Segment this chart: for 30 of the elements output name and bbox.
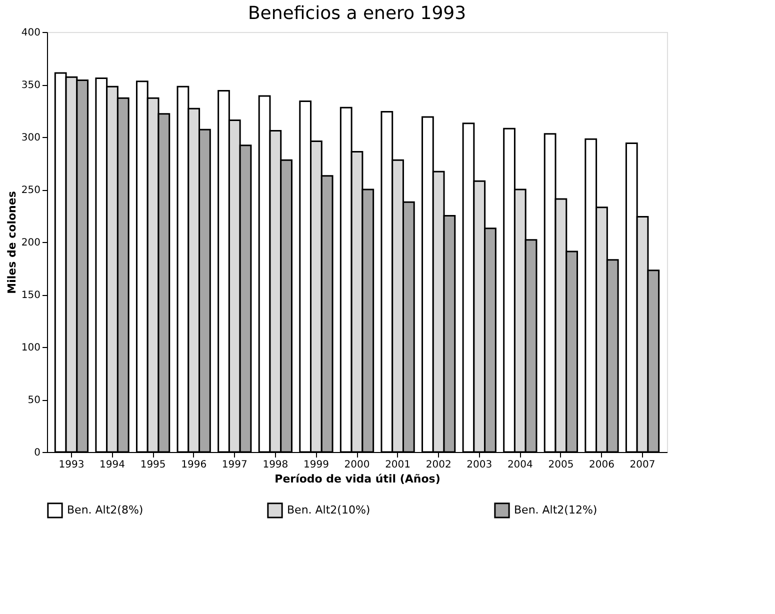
y-tick-label: 200 — [21, 238, 40, 248]
x-tick-label: 1996 — [181, 460, 207, 470]
y-tick-label: 50 — [28, 395, 40, 406]
x-tick-label: 1993 — [58, 460, 84, 470]
x-tick-label: 2002 — [426, 460, 452, 470]
y-tick-label: 250 — [21, 185, 40, 196]
y-tick-label: 0 — [34, 448, 40, 458]
x-tick-label: 2001 — [385, 460, 411, 470]
x-tick-label: 1998 — [262, 460, 288, 470]
x-tick-label: 2000 — [344, 460, 370, 470]
legend-label: Ben. Alt2(12%) — [514, 503, 598, 516]
x-tick-label: 2003 — [466, 460, 492, 470]
y-tick-label: 400 — [21, 28, 40, 38]
x-tick-label: 2005 — [548, 460, 574, 470]
x-tick-label: 1999 — [303, 460, 329, 470]
y-tick-label: 150 — [21, 290, 40, 301]
x-tick-label: 1995 — [140, 460, 166, 470]
y-tick-label: 350 — [21, 80, 40, 91]
legend-label: Ben. Alt2(8%) — [67, 503, 144, 516]
x-axis-title: Período de vida útil (Años) — [274, 472, 440, 486]
x-tick-label: 2006 — [589, 460, 614, 470]
x-tick-label: 2004 — [507, 460, 533, 470]
x-tick-label: 1994 — [100, 460, 125, 470]
x-tick-label: 2007 — [630, 460, 656, 470]
y-axis-title: Miles de colones — [5, 190, 18, 294]
x-tick-label: 1997 — [222, 460, 248, 470]
y-tick-label: 100 — [21, 342, 40, 354]
chart-title: Beneficios a enero 1993 — [248, 3, 466, 24]
legend-label: Ben. Alt2(10%) — [287, 503, 370, 516]
y-tick-label: 300 — [21, 132, 40, 144]
